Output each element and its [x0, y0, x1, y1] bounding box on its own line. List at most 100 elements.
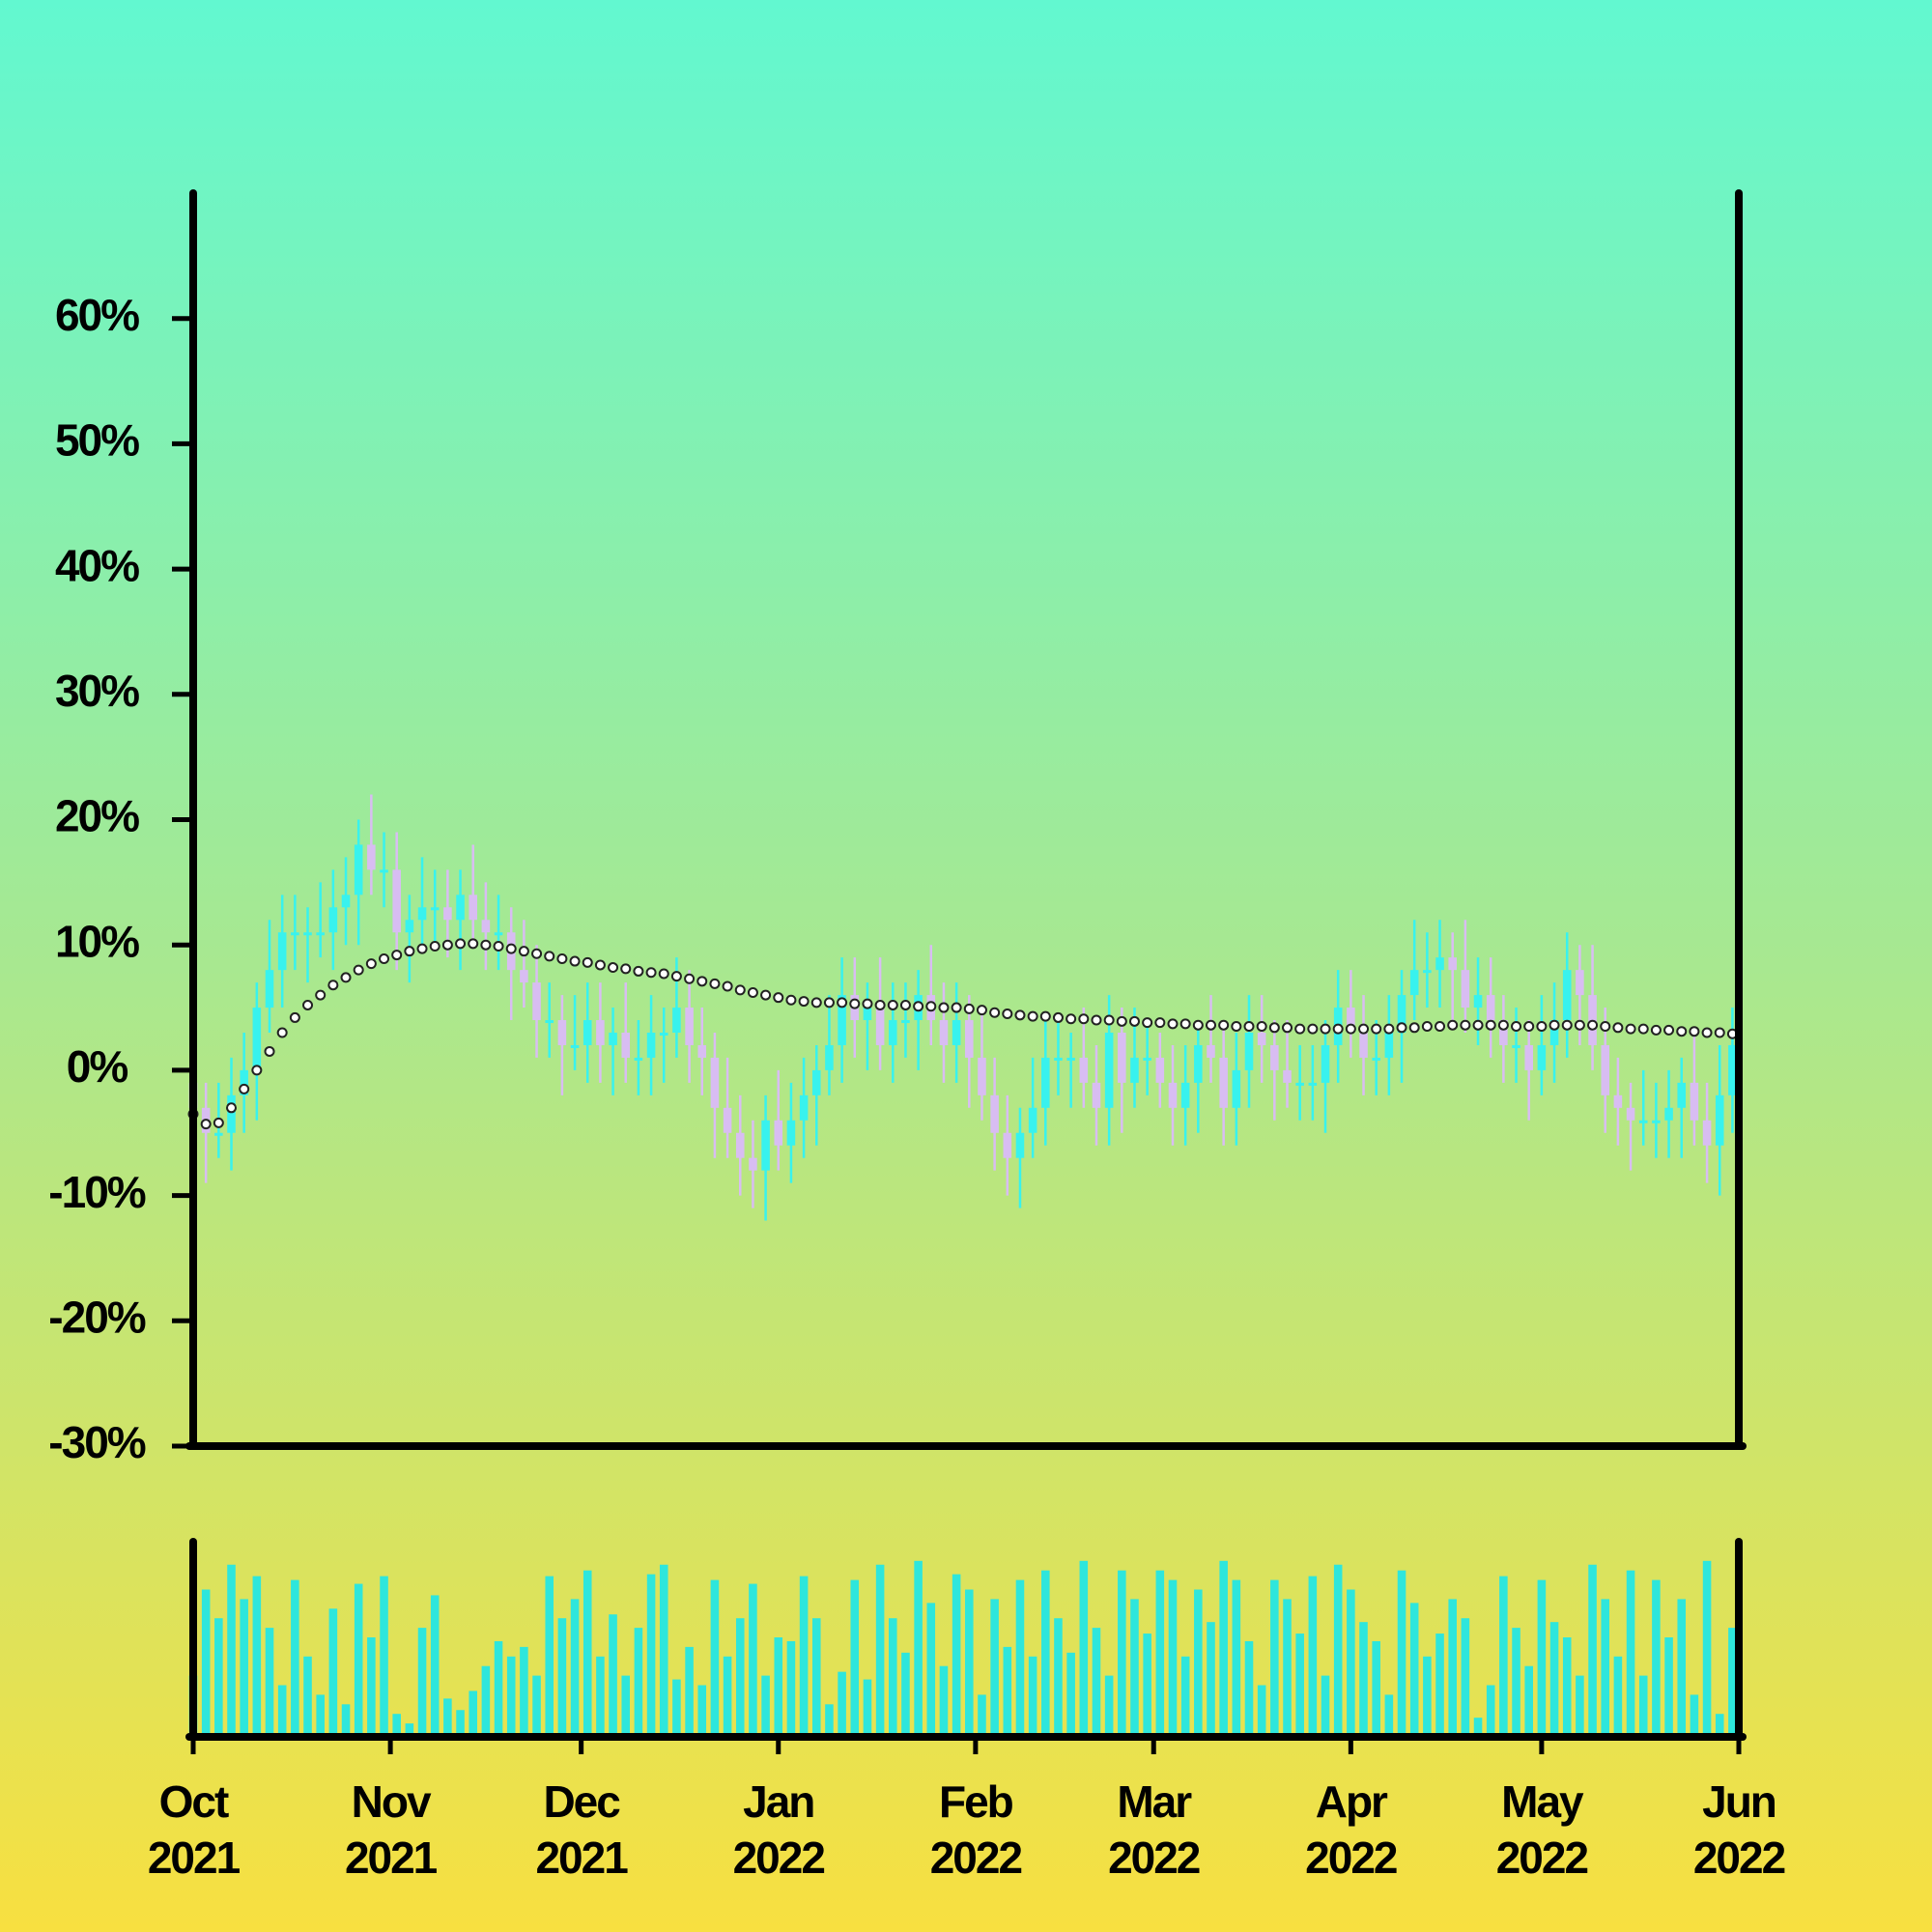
volume-bar [557, 1618, 567, 1733]
candle-body [1232, 1069, 1241, 1108]
moving-average-point [455, 938, 467, 950]
candle [1207, 995, 1215, 1083]
volume-bar [1524, 1665, 1533, 1733]
candle-body [1092, 1082, 1101, 1108]
volume-bar [545, 1576, 554, 1733]
moving-average-point [391, 950, 403, 961]
candle [749, 1120, 757, 1208]
volume-bar [417, 1628, 427, 1733]
candle-body [303, 932, 312, 936]
candle [1180, 1044, 1190, 1146]
candle-body [761, 1120, 770, 1171]
moving-average-point [1358, 1023, 1370, 1035]
candle-body [697, 1044, 707, 1058]
candle [1613, 1057, 1623, 1146]
volume-bar [316, 1694, 325, 1733]
candle [1143, 1020, 1151, 1095]
volume-bar [1384, 1694, 1394, 1733]
candle [875, 957, 885, 1070]
candle [723, 1057, 732, 1158]
moving-average-point [1460, 1019, 1471, 1031]
candle-body [341, 895, 351, 908]
candle-body [1435, 957, 1444, 971]
moving-average-point [582, 956, 593, 968]
volume-bar [1283, 1599, 1292, 1733]
moving-average-point [480, 939, 492, 951]
moving-average-point [1128, 1015, 1140, 1027]
candle [838, 957, 846, 1083]
volume-bar [850, 1579, 860, 1733]
candle-body [1347, 1008, 1355, 1033]
moving-average-point [264, 1045, 275, 1057]
moving-average-point [251, 1065, 263, 1076]
volume-bar [443, 1698, 452, 1733]
moving-average-point [1294, 1023, 1306, 1035]
volume-bar [1601, 1599, 1610, 1733]
candle-body [277, 932, 287, 971]
moving-average-point [1408, 1022, 1420, 1034]
volume-bar [481, 1665, 491, 1733]
candle [1435, 920, 1444, 1009]
candle [1448, 932, 1457, 1021]
candle [825, 995, 834, 1095]
volume-bar [596, 1656, 605, 1733]
moving-average-point [594, 959, 606, 971]
candle [1423, 932, 1432, 1009]
volume-bar [1461, 1618, 1470, 1733]
candle-body [570, 1044, 580, 1048]
candle-body [532, 982, 541, 1021]
moving-average-point [1689, 1026, 1700, 1037]
candle [1257, 995, 1266, 1083]
candle-body [1576, 970, 1584, 996]
candle-body [1244, 1032, 1254, 1070]
volume-bar [1613, 1656, 1623, 1733]
volume-bar [889, 1618, 897, 1733]
volume-bar [1180, 1656, 1190, 1733]
volume-bar [1118, 1570, 1126, 1733]
volume-bar [1702, 1560, 1712, 1733]
candle-body [889, 1020, 897, 1045]
candle [1270, 1020, 1279, 1121]
moving-average-point [862, 998, 873, 1009]
candle [1015, 1107, 1025, 1208]
candle [1054, 1020, 1063, 1095]
candle [277, 895, 287, 1009]
volume-bar [1244, 1640, 1254, 1733]
candle-body [799, 1094, 809, 1121]
volume-bar [1041, 1570, 1050, 1733]
candle-body [634, 1057, 643, 1061]
candle-body [1448, 957, 1457, 971]
candle [659, 1008, 668, 1083]
volume-bar [926, 1603, 936, 1733]
candle-body [1613, 1094, 1623, 1108]
candle-body [1524, 1044, 1533, 1070]
candle-body [240, 1069, 248, 1095]
candle-body [596, 1020, 605, 1045]
candle-body [1638, 1120, 1648, 1123]
moving-average-point [810, 997, 822, 1009]
candle-body [875, 1008, 885, 1045]
moving-average-point [327, 980, 339, 991]
volume-bar [1308, 1576, 1318, 1733]
candle [1486, 957, 1495, 1058]
moving-average-point [951, 1002, 962, 1013]
volume-bar [875, 1564, 885, 1733]
moving-average-point [1167, 1018, 1179, 1030]
moving-average-point [1307, 1023, 1319, 1035]
candle [710, 1032, 720, 1158]
candle [889, 982, 897, 1083]
candle-body [749, 1157, 757, 1171]
candle [1003, 1094, 1012, 1196]
candle [469, 844, 477, 946]
volume-bar [1295, 1634, 1304, 1733]
volume-bar [825, 1704, 834, 1733]
moving-average-point [785, 994, 797, 1006]
candle-body [710, 1057, 720, 1108]
candle [1155, 1032, 1165, 1108]
volume-bar [1015, 1579, 1025, 1733]
candle [609, 1008, 617, 1095]
volume-bar [252, 1576, 262, 1733]
moving-average-point [1192, 1019, 1204, 1031]
volume-bar [1690, 1694, 1699, 1733]
volume-bar [1728, 1628, 1737, 1733]
